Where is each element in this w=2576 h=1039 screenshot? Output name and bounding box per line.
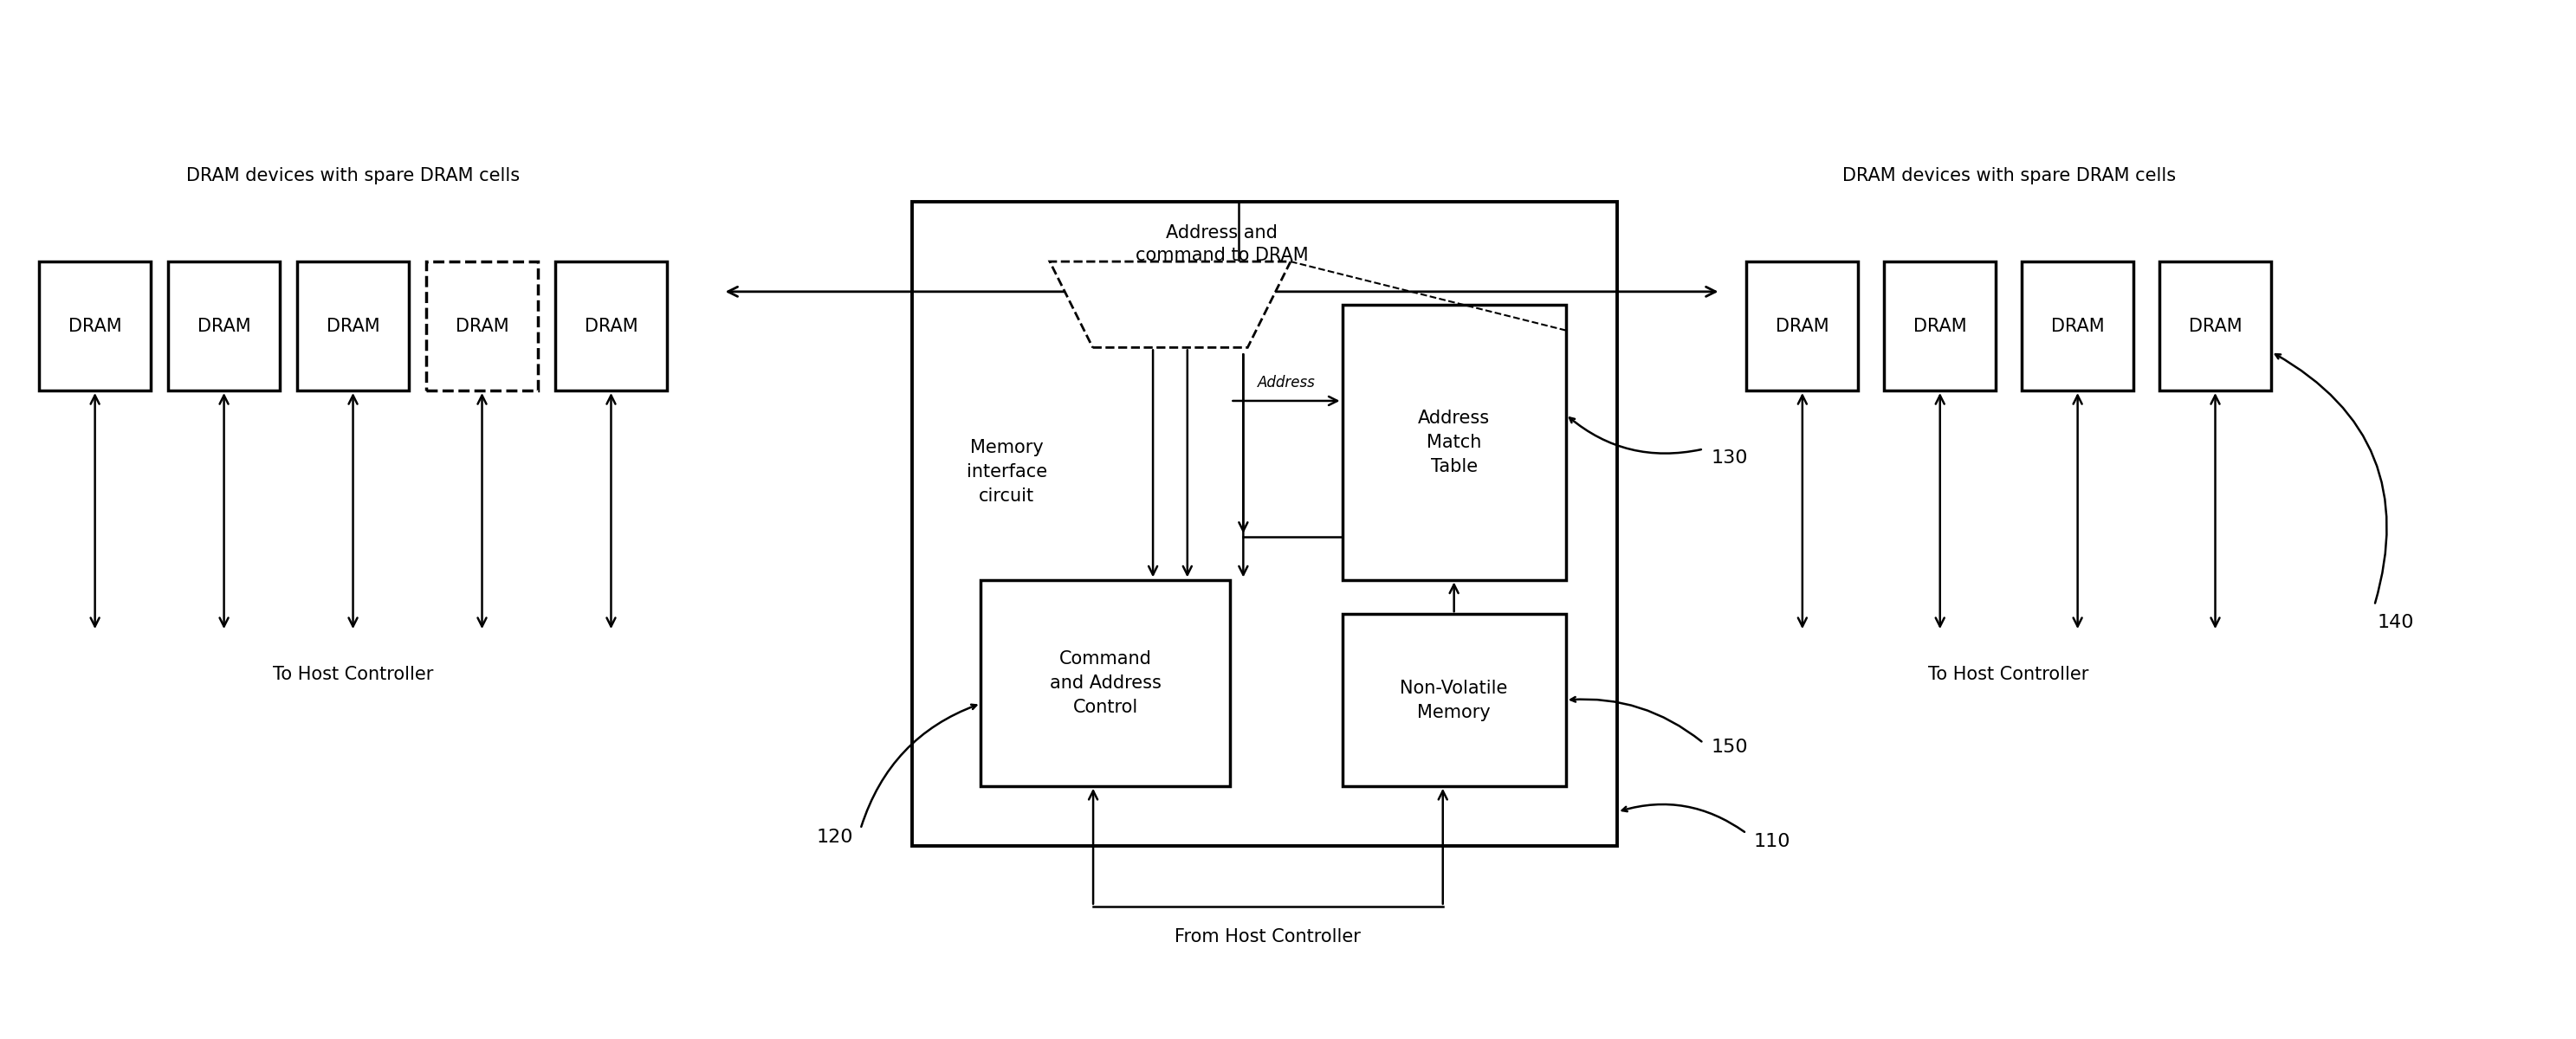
Text: DRAM: DRAM (2050, 317, 2105, 335)
Text: DRAM: DRAM (70, 317, 121, 335)
FancyBboxPatch shape (1883, 262, 1996, 391)
Text: Command
and Address
Control: Command and Address Control (1051, 650, 1162, 716)
Text: Address: Address (1257, 375, 1316, 391)
FancyBboxPatch shape (296, 262, 410, 391)
Text: To Host Controller: To Host Controller (1929, 666, 2089, 683)
FancyBboxPatch shape (167, 262, 281, 391)
Text: Memory
interface
circuit: Memory interface circuit (966, 439, 1046, 505)
Text: 150: 150 (1710, 739, 1747, 756)
Text: DRAM: DRAM (2190, 317, 2241, 335)
FancyBboxPatch shape (1747, 262, 1857, 391)
Text: DRAM devices with spare DRAM cells: DRAM devices with spare DRAM cells (1842, 167, 2177, 184)
FancyBboxPatch shape (39, 262, 152, 391)
FancyBboxPatch shape (912, 202, 1618, 846)
Text: To Host Controller: To Host Controller (273, 666, 433, 683)
FancyBboxPatch shape (556, 262, 667, 391)
Text: From Host Controller: From Host Controller (1175, 928, 1360, 945)
FancyBboxPatch shape (1342, 304, 1566, 580)
FancyBboxPatch shape (2022, 262, 2133, 391)
Text: Address
Match
Table: Address Match Table (1417, 409, 1489, 475)
Text: DRAM: DRAM (1914, 317, 1965, 335)
Text: 130: 130 (1710, 449, 1747, 467)
Text: DRAM: DRAM (1775, 317, 1829, 335)
Text: Non-Volatile
Memory: Non-Volatile Memory (1401, 680, 1507, 721)
Text: DRAM devices with spare DRAM cells: DRAM devices with spare DRAM cells (185, 167, 520, 184)
Polygon shape (1051, 262, 1291, 347)
Text: 110: 110 (1754, 833, 1790, 851)
Text: 140: 140 (2378, 614, 2414, 632)
Text: 120: 120 (817, 829, 853, 847)
Text: DRAM: DRAM (327, 317, 379, 335)
FancyBboxPatch shape (425, 262, 538, 391)
FancyBboxPatch shape (1342, 614, 1566, 787)
Text: Address and
command to DRAM: Address and command to DRAM (1136, 224, 1309, 265)
FancyBboxPatch shape (2159, 262, 2272, 391)
Text: DRAM: DRAM (198, 317, 250, 335)
FancyBboxPatch shape (981, 580, 1231, 787)
Text: DRAM: DRAM (456, 317, 507, 335)
Text: DRAM: DRAM (585, 317, 639, 335)
